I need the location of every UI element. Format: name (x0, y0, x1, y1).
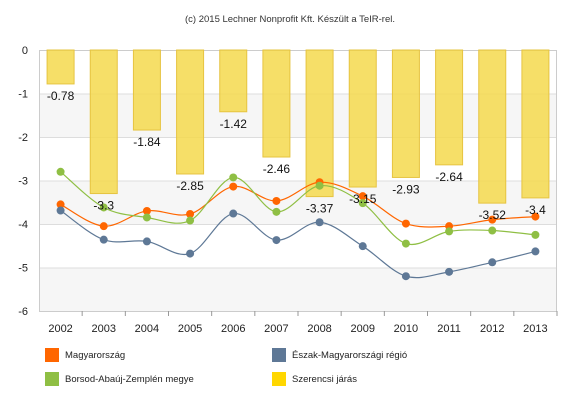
x-tick-label: 2011 (437, 323, 461, 335)
bar-data-label: -2.85 (176, 179, 204, 193)
series-point (358, 192, 367, 201)
x-tick-label: 2003 (92, 323, 116, 335)
series-point (186, 209, 195, 218)
series-point (445, 267, 454, 276)
bar-data-label: -1.42 (220, 117, 248, 131)
series-point (229, 173, 238, 182)
x-tick-label: 2008 (307, 323, 331, 335)
series-point (358, 242, 367, 251)
y-tick-label: -5 (18, 263, 28, 275)
x-tick-label: 2007 (264, 323, 288, 335)
y-tick-label: -3 (18, 176, 28, 188)
bar (435, 49, 464, 166)
bar (46, 49, 75, 85)
x-tick-label: 2002 (48, 323, 72, 335)
series-point (186, 216, 195, 225)
bar (305, 49, 334, 198)
series-point (315, 181, 324, 190)
legend-label-baz-megye: Borsod-Abaúj-Zemplén megye (65, 373, 194, 385)
bar-data-label: -3.4 (525, 203, 546, 217)
bar-data-label: -3.15 (349, 192, 377, 206)
series-point (488, 226, 497, 235)
grid-band (39, 180, 557, 224)
series-point (229, 182, 238, 191)
chart-legend: Magyarország Észak-Magyarországi régió B… (45, 348, 545, 396)
series-point (315, 218, 324, 227)
y-tick-label: -2 (18, 132, 28, 144)
series-point (531, 212, 540, 221)
bar (219, 49, 248, 113)
series-point (56, 200, 65, 209)
series-point (142, 237, 151, 246)
x-tick-label: 2004 (135, 323, 159, 335)
series-point (186, 249, 195, 258)
bar-data-label: -3.3 (93, 199, 114, 213)
series-point (488, 258, 497, 267)
legend-swatch-magyarorszag (45, 348, 59, 362)
series-point (272, 207, 281, 216)
series-point (531, 230, 540, 239)
x-tick-label: 2006 (221, 323, 245, 335)
series-point (56, 167, 65, 176)
legend-item-baz-megye[interactable]: Borsod-Abaúj-Zemplén megye (45, 372, 194, 386)
x-tick-label: 2012 (480, 323, 504, 335)
legend-item-eszak-magyarorszag[interactable]: Észak-Magyarországi régió (272, 348, 407, 362)
bar-data-label: -0.78 (47, 89, 75, 103)
chart-credit: (c) 2015 Lechner Nonprofit Kft. Készült … (185, 14, 395, 25)
series-point (401, 272, 410, 281)
bar-data-label: -2.64 (435, 170, 463, 184)
series-point (99, 203, 108, 212)
bar (89, 49, 118, 195)
series-point (99, 235, 108, 244)
series-point (272, 196, 281, 205)
bar-data-label: -2.46 (263, 162, 291, 176)
grid-band (39, 93, 557, 137)
series-point (99, 222, 108, 231)
series-point (401, 239, 410, 248)
bar (348, 49, 377, 188)
legend-swatch-szerencsi-jaras (272, 372, 286, 386)
series-point (272, 236, 281, 245)
series-point (488, 215, 497, 224)
series-point (142, 206, 151, 215)
legend-item-szerencsi-jaras[interactable]: Szerencsi járás (272, 372, 357, 386)
bar (262, 49, 291, 158)
bar (391, 49, 420, 178)
bar-data-label: -3.37 (306, 202, 334, 216)
y-tick-label: -4 (18, 219, 28, 231)
x-tick-label: 2009 (351, 323, 375, 335)
y-tick-label: -6 (18, 306, 28, 318)
legend-item-magyarorszag[interactable]: Magyarország (45, 348, 125, 362)
bar-data-label: -2.93 (392, 182, 420, 196)
bar (521, 49, 550, 199)
bar (132, 49, 161, 131)
series-point (142, 213, 151, 222)
x-tick-label: 2005 (178, 323, 202, 335)
legend-swatch-baz-megye (45, 372, 59, 386)
series-point (531, 247, 540, 256)
legend-label-magyarorszag: Magyarország (65, 349, 126, 361)
series-point (401, 219, 410, 228)
series-point (229, 209, 238, 218)
bar (478, 49, 507, 204)
legend-label-szerencsi-jaras: Szerencsi járás (292, 373, 357, 385)
x-tick-label: 2013 (523, 323, 547, 335)
y-tick-label: -1 (18, 89, 28, 101)
grid-band (39, 267, 557, 311)
bar-data-label: -1.84 (133, 135, 161, 149)
series-point (445, 227, 454, 236)
bar-data-label: -3.52 (479, 208, 507, 222)
legend-swatch-eszak-magyarorszag (272, 348, 286, 362)
bar (176, 49, 205, 175)
y-tick-label: 0 (22, 45, 28, 57)
x-tick-label: 2010 (394, 323, 418, 335)
legend-label-eszak-magyarorszag: Észak-Magyarországi régió (292, 349, 408, 361)
series-point (358, 199, 367, 208)
series-point (56, 206, 65, 215)
